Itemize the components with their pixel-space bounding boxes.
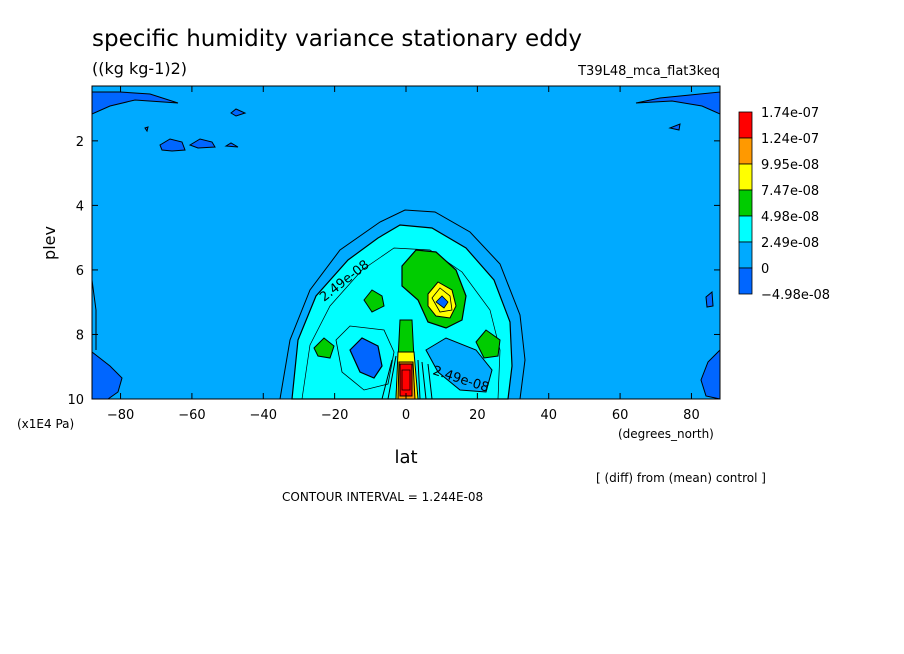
y-tick-label: 10	[67, 393, 84, 408]
y-axis-units: (x1E4 Pa)	[17, 417, 74, 431]
y-axis: 2 4 6 8 10	[67, 135, 720, 408]
x-axis-label: lat	[394, 447, 417, 468]
experiment-label: T39L48_mca_flat3keq	[577, 64, 720, 79]
x-axis: −80 −60 −40 −20 0 20 40 60 80	[107, 86, 700, 423]
legend-swatch	[738, 215, 753, 243]
legend-swatch	[738, 163, 753, 191]
negative-region	[668, 123, 681, 131]
negative-region	[705, 290, 714, 308]
negative-region	[349, 337, 383, 379]
note-text: [ (diff) from (mean) control ]	[596, 471, 766, 485]
green-region	[363, 289, 385, 313]
left-edge-contour	[91, 279, 97, 350]
legend-label: 0	[761, 262, 769, 277]
negative-region	[144, 126, 149, 133]
x-tick-label: −80	[107, 408, 134, 423]
negative-region	[159, 138, 186, 152]
x-axis-units: (degrees_north)	[618, 427, 714, 441]
y-axis-label: plev	[40, 226, 59, 260]
legend-label: 1.74e-07	[761, 106, 819, 121]
legend-label: 9.95e-08	[761, 158, 819, 173]
color-legend: 1.74e-07 1.24e-07 9.95e-08 7.47e-08 4.98e-08…	[738, 106, 830, 303]
dark-contour	[435, 295, 449, 309]
light-blue-region	[425, 337, 493, 393]
y-tick-label: 8	[76, 328, 84, 343]
x-tick-label: −60	[178, 408, 205, 423]
yellow-contour	[431, 287, 453, 313]
y-tick-label: 6	[76, 264, 84, 279]
plot-area: 2.49e-08 2.49e-08	[91, 85, 721, 400]
green-region	[475, 329, 501, 359]
legend-swatch	[738, 189, 753, 217]
inner-contour	[401, 369, 411, 391]
legend-swatch	[738, 111, 753, 139]
x-tick-label: −20	[321, 408, 348, 423]
legend-label: 2.49e-08	[761, 236, 819, 251]
chart-units: ((kg kg-1)2)	[92, 59, 187, 78]
x-tick-label: 20	[469, 408, 486, 423]
negative-region	[635, 91, 721, 115]
inner-contour	[335, 325, 395, 391]
negative-region	[188, 138, 216, 149]
legend-label: 4.98e-08	[761, 210, 819, 225]
streak-contour	[381, 355, 433, 400]
legend-swatch	[738, 137, 753, 165]
x-tick-label: 0	[402, 408, 410, 423]
negative-region	[91, 91, 179, 115]
outer-contour	[279, 209, 526, 400]
x-tick-label: 40	[540, 408, 557, 423]
x-tick-label: 60	[612, 408, 629, 423]
legend-swatch	[738, 267, 753, 295]
legend-label: 7.47e-08	[761, 184, 819, 199]
legend-swatch	[738, 241, 753, 269]
legend-label: 1.24e-07	[761, 132, 819, 147]
chart-title: specific humidity variance stationary ed…	[92, 26, 582, 52]
negative-region	[230, 108, 247, 117]
y-tick-label: 4	[76, 199, 84, 214]
y-tick-label: 2	[76, 135, 84, 150]
green-region	[313, 337, 335, 359]
x-tick-label: −40	[250, 408, 277, 423]
contour-interval: CONTOUR INTERVAL = 1.244E-08	[282, 490, 483, 504]
legend-label: −4.98e-08	[761, 288, 830, 303]
red-region	[399, 363, 413, 397]
negative-region	[224, 142, 239, 148]
inner-contour	[301, 247, 501, 400]
x-tick-label: 80	[683, 408, 700, 423]
